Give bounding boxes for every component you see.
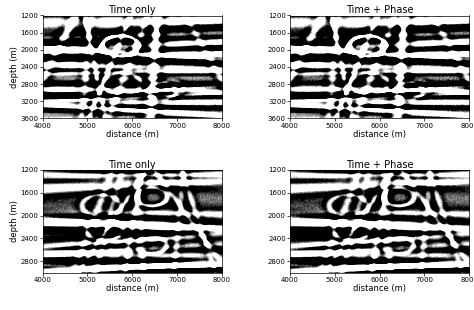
Title: Time only: Time only [109, 160, 156, 170]
X-axis label: distance (m): distance (m) [353, 130, 406, 139]
Y-axis label: depth (m): depth (m) [10, 200, 19, 242]
Title: Time only: Time only [109, 5, 156, 16]
Y-axis label: depth (m): depth (m) [10, 46, 19, 88]
X-axis label: distance (m): distance (m) [106, 130, 159, 139]
Title: Time + Phase: Time + Phase [346, 160, 413, 170]
Title: Time + Phase: Time + Phase [346, 5, 413, 16]
X-axis label: distance (m): distance (m) [106, 284, 159, 293]
X-axis label: distance (m): distance (m) [353, 284, 406, 293]
